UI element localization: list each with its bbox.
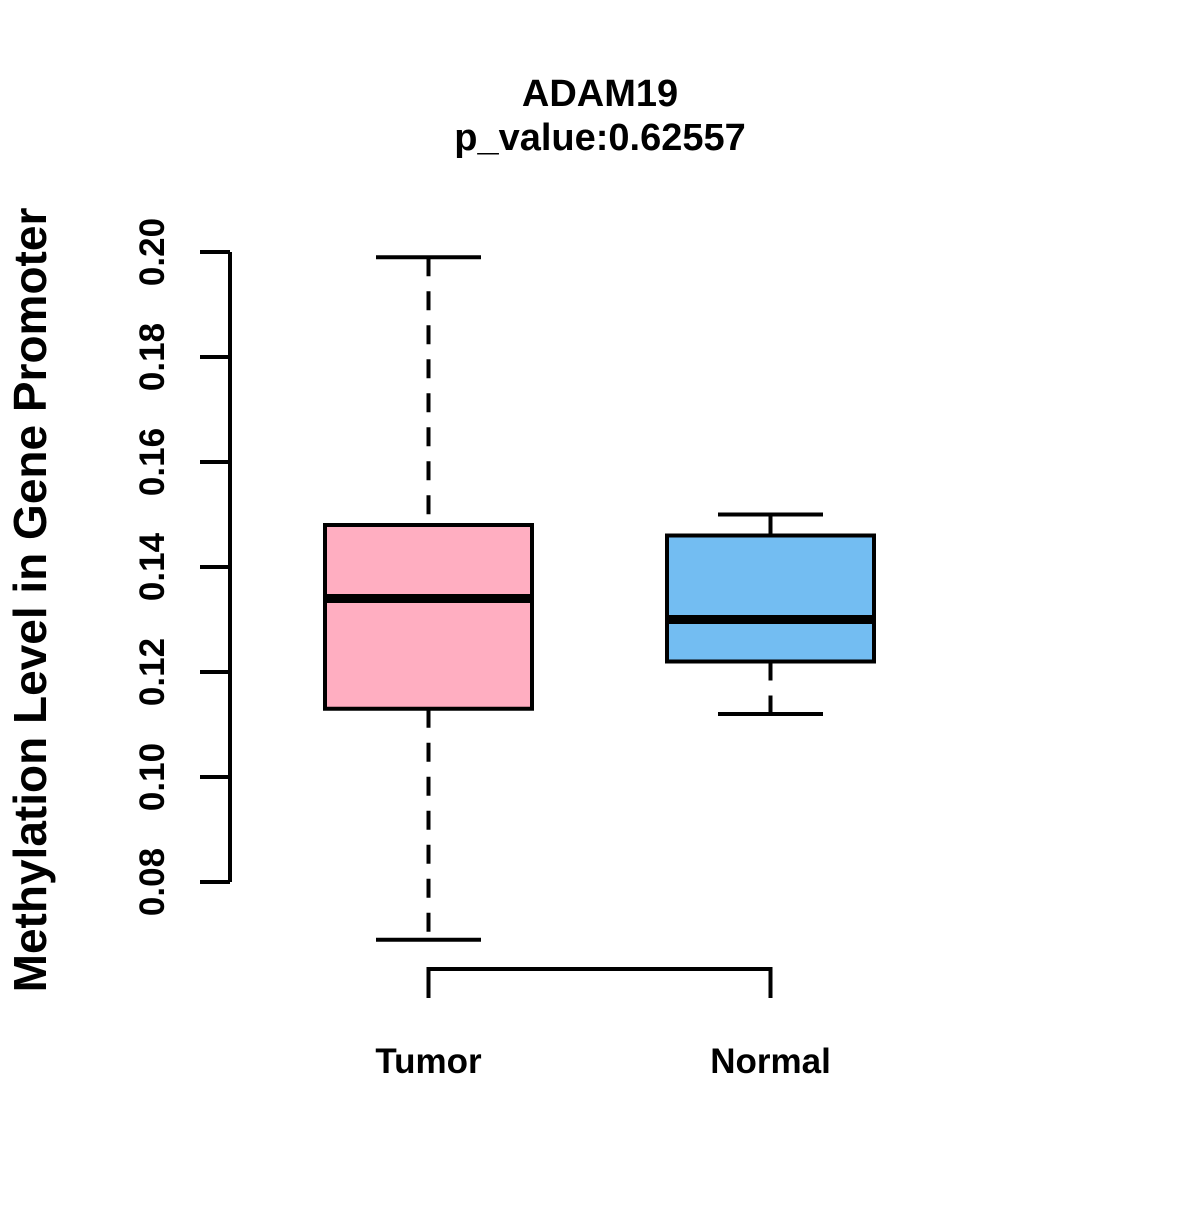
y-tick-label: 0.16 (133, 428, 172, 496)
plot-area: 0.08 0.10 0.12 0.14 0.16 0.18 0.20 (133, 218, 876, 998)
chart-title: ADAM19 (522, 73, 678, 115)
y-tick-label: 0.12 (133, 638, 172, 706)
iqr-box-tumor (323, 523, 534, 711)
y-tick-label: 0.20 (133, 218, 172, 286)
iqr-box-normal (665, 533, 876, 664)
x-tick-label-tumor: Tumor (375, 1042, 482, 1081)
y-tick-label: 0.08 (133, 848, 172, 916)
x-tick-label-normal: Normal (710, 1042, 831, 1081)
y-axis-label: Methylation Level in Gene Promoter (4, 208, 56, 993)
x-axis-line (426, 967, 773, 998)
y-tick-label: 0.14 (133, 532, 172, 601)
chart-subtitle: p_value:0.62557 (454, 117, 746, 159)
y-tick-label: 0.18 (133, 323, 172, 391)
y-tick-label: 0.10 (133, 743, 172, 811)
